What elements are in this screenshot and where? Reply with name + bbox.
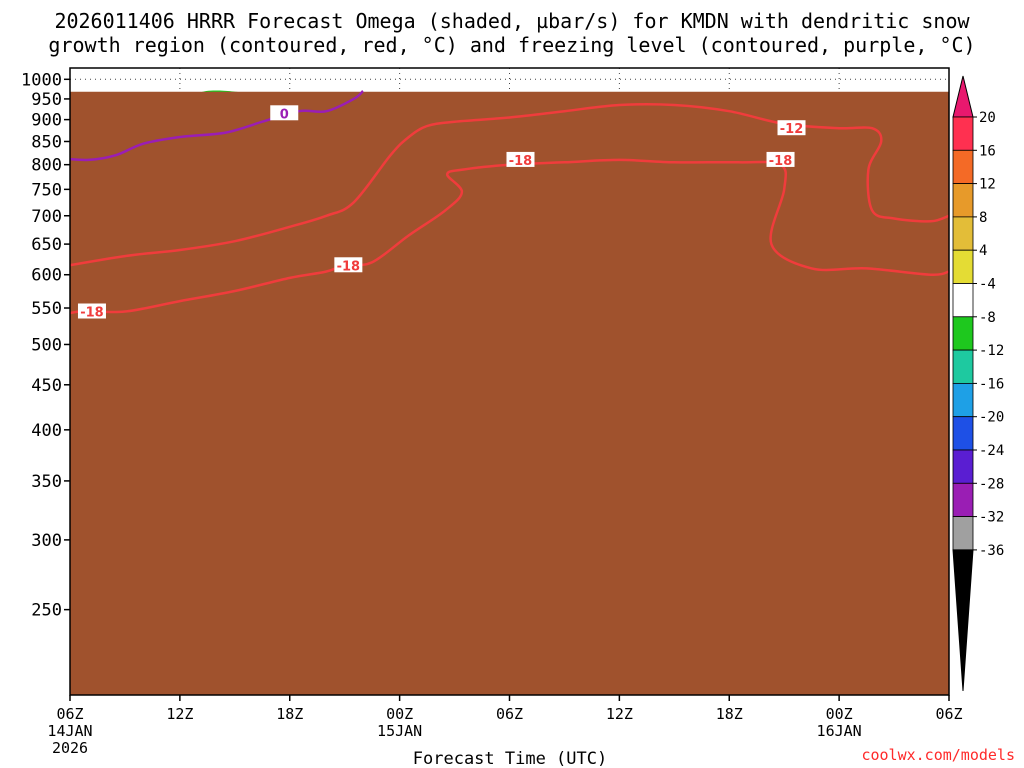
- contour-label-bg: [270, 105, 299, 121]
- ground-surface: [70, 91, 949, 695]
- y-tick-label: 600: [31, 266, 62, 286]
- contour-line-dgz-upper: [70, 158, 949, 315]
- colorbar-swatch: [952, 449, 974, 484]
- x-tick-date: 14JAN: [47, 722, 92, 740]
- colorbar-top-arrow: [952, 75, 974, 118]
- contour-label-bg: [766, 151, 795, 167]
- x-tick-label: 18Z: [716, 705, 743, 723]
- colorbar-label: -16: [979, 376, 1004, 392]
- colorbar-swatch: [952, 149, 974, 185]
- colorbar-label: -4: [979, 277, 996, 293]
- colorbar-bottom-arrow: [952, 549, 974, 692]
- y-tick-label: 450: [31, 376, 62, 396]
- contour-label: 0: [280, 107, 289, 122]
- colorbar-swatch: [952, 349, 974, 384]
- colorbar-swatch: [952, 183, 974, 218]
- y-tick-label: 750: [31, 180, 62, 200]
- y-tick-label: 700: [31, 207, 62, 227]
- colorbar: 20 16 12 8 4 -4 -8 -12 -16 -20 -24 -28 -32 -36: [952, 75, 1004, 692]
- y-tick-label: 950: [31, 90, 62, 110]
- x-tick-label: 12Z: [166, 705, 193, 723]
- colorbar-swatch: [952, 249, 974, 284]
- temperature-contours: [70, 90, 949, 315]
- colorbar-swatch: [952, 116, 974, 151]
- colorbar-label: 16: [979, 143, 996, 159]
- y-tick-label: 500: [31, 335, 62, 355]
- contour-label: -18: [80, 306, 104, 321]
- colorbar-swatch: [952, 482, 974, 517]
- colorbar-label: -20: [979, 410, 1004, 426]
- contour-line-dgz-lower: [70, 103, 949, 267]
- colorbar-label: -12: [979, 343, 1004, 359]
- colorbar-swatch: [952, 216, 974, 251]
- colorbar-swatch: [952, 382, 974, 418]
- contour-label-bg: [506, 151, 535, 167]
- ground-fill: [70, 91, 949, 695]
- x-tick-label: 06Z: [935, 705, 962, 723]
- contour-label: -12: [780, 122, 804, 137]
- colorbar-label: 12: [979, 177, 996, 193]
- contour-label: -18: [769, 154, 793, 169]
- y-tick-label: 250: [31, 601, 62, 621]
- colorbar-swatch: [952, 316, 974, 351]
- y-tick-label: 550: [31, 299, 62, 319]
- y-tick-label: 300: [31, 531, 62, 551]
- colorbar-label: 8: [979, 210, 987, 226]
- x-tick-label: 00Z: [826, 705, 853, 723]
- y-tick-label: 400: [31, 421, 62, 441]
- y-tick-label: 350: [31, 472, 62, 492]
- chart-title-line-1: 2026011406 HRRR Forecast Omega (shaded, …: [54, 9, 970, 33]
- contour-label: -18: [337, 259, 361, 274]
- colorbar-label: 20: [979, 110, 996, 126]
- contour-label-bg: [334, 257, 363, 273]
- colorbar-label: -36: [979, 543, 1004, 559]
- contour-label: -18: [509, 154, 533, 169]
- y-tick-label: 1000: [21, 70, 62, 90]
- x-tick-date: 15JAN: [377, 722, 422, 740]
- colorbar-swatch: [952, 283, 974, 318]
- colorbar-label: -8: [979, 310, 996, 326]
- y-tick-label: 900: [31, 111, 62, 131]
- contour-label-bg: [77, 303, 106, 319]
- x-tick-year: 2026: [52, 739, 88, 757]
- y-tick-label: 800: [31, 156, 62, 176]
- x-tick-date: 16JAN: [817, 722, 862, 740]
- x-tick-label: 06Z: [56, 705, 83, 723]
- colorbar-label: -24: [979, 443, 1004, 459]
- colorbar-swatch: [952, 416, 974, 451]
- colorbar-swatch: [952, 516, 974, 551]
- x-tick-label: 00Z: [386, 705, 413, 723]
- colorbar-label: -32: [979, 510, 1004, 526]
- x-tick-label: 18Z: [276, 705, 303, 723]
- contour-line-freezing-level: [70, 90, 364, 162]
- contour-label-bg: [777, 120, 806, 136]
- y-axis-ticks: 2503003504004505005506006507007508008509…: [21, 70, 70, 621]
- y-tick-label: 850: [31, 132, 62, 152]
- chart-title-line-2: growth region (contoured, red, °C) and f…: [48, 33, 975, 57]
- credit-text: coolwx.com/models: [861, 746, 1015, 764]
- y-tick-label: 650: [31, 235, 62, 255]
- x-tick-label: 06Z: [496, 705, 523, 723]
- colorbar-label: -28: [979, 476, 1004, 492]
- contour-labels: -18 -18 -18 -18 -12 0: [77, 105, 806, 321]
- x-tick-label: 12Z: [606, 705, 633, 723]
- colorbar-label: 4: [979, 243, 987, 259]
- x-axis-label: Forecast Time (UTC): [413, 749, 607, 768]
